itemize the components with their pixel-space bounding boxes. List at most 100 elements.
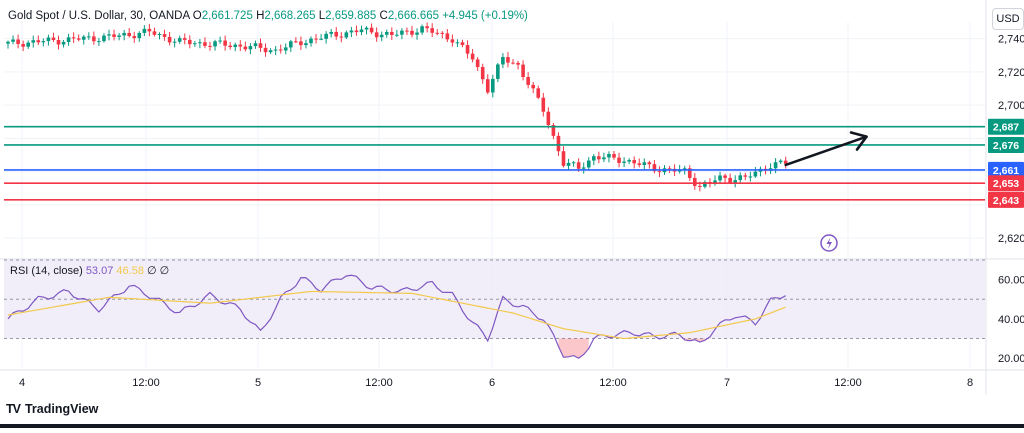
candle-body: [87, 36, 91, 38]
candle-body: [238, 44, 243, 47]
candle-body: [193, 43, 197, 45]
trend-arrow-shaft: [784, 135, 868, 167]
candle-body: [728, 177, 732, 183]
candle-body: [415, 32, 419, 35]
currency-button[interactable]: USD: [992, 8, 1024, 30]
candle-body: [546, 111, 551, 126]
rsi-extra-1: ∅: [147, 265, 157, 277]
price-axis-label: 2,740: [998, 34, 1024, 46]
candle-body: [51, 37, 56, 41]
candle-body: [586, 160, 591, 168]
time-axis-label: 4: [19, 377, 25, 389]
candle-body: [592, 156, 596, 161]
candle-body: [778, 160, 783, 163]
candle-body: [278, 49, 283, 51]
candle-body: [349, 30, 354, 33]
tradingview-brand[interactable]: TV TradingView: [6, 402, 98, 416]
change-value: +4.945 (+0.19%): [442, 10, 528, 22]
candle-body: [112, 34, 116, 37]
rsi-axis-label: 40.00: [998, 314, 1024, 326]
candle-body: [334, 31, 339, 37]
candle-body: [167, 36, 172, 43]
symbol-title[interactable]: Gold Spot / U.S. Dollar, 30, OANDA: [8, 10, 190, 22]
high-value: 2,668.265: [264, 10, 316, 22]
price-tag-label: 2,687: [993, 122, 1019, 134]
candle-body: [506, 57, 510, 63]
candle-body: [203, 42, 207, 46]
open-value: 2,661.725: [201, 10, 253, 22]
candle-body: [36, 40, 41, 43]
candle-body: [622, 161, 626, 163]
candle-body: [253, 43, 258, 47]
candle-body: [703, 181, 707, 187]
candle-body: [723, 175, 727, 178]
time-axis-label: 12:00: [365, 377, 393, 389]
price-tag-background: [988, 136, 1024, 153]
candle-body: [480, 67, 485, 80]
candle-body: [632, 160, 636, 164]
candle-body: [485, 79, 490, 93]
candle-body: [455, 42, 460, 44]
candle-body: [66, 37, 71, 42]
candle-body: [379, 34, 384, 38]
candle-body: [541, 97, 546, 112]
high-label: H: [256, 10, 265, 22]
brand-name: TradingView: [24, 402, 99, 416]
candle-body: [390, 31, 394, 35]
rsi-label[interactable]: RSI (14, close): [10, 265, 83, 277]
candle-body: [738, 175, 743, 181]
time-axis-label: 12:00: [132, 377, 160, 389]
candle-body: [198, 42, 202, 44]
close-label: C: [379, 10, 388, 22]
candle-body: [576, 162, 581, 169]
candle-body: [142, 28, 147, 33]
candle-body: [556, 135, 561, 152]
rsi-axis-label: 60.00: [998, 275, 1024, 287]
candle-body: [531, 84, 535, 89]
candle-body: [172, 41, 177, 43]
candle-body: [491, 78, 495, 93]
candle-body: [26, 42, 30, 47]
candle-body: [324, 33, 328, 39]
candle-body: [667, 168, 672, 170]
candle-body: [440, 32, 445, 34]
rsi-legend: RSI (14, close) 53.07 46.58 ∅ ∅: [10, 264, 169, 277]
candle-body: [188, 39, 192, 45]
price-tag-background: [988, 118, 1024, 135]
open-label: O: [192, 10, 202, 22]
candle-body: [339, 36, 344, 38]
candle-body: [687, 168, 692, 178]
candle-body: [97, 41, 101, 43]
candle-body: [177, 38, 182, 42]
candle-body: [536, 88, 541, 98]
candle-body: [526, 77, 530, 85]
candle-body: [157, 34, 162, 36]
candle-body: [258, 43, 263, 48]
price-axis-label: 2,700: [998, 100, 1024, 112]
candle-body: [693, 177, 697, 186]
candle-body: [92, 36, 96, 42]
time-axis-label: 12:00: [834, 377, 862, 389]
candle-body: [617, 157, 621, 163]
candle-body: [218, 40, 222, 42]
symbol-header: Gold Spot / U.S. Dollar, 30, OANDA O2,66…: [8, 10, 528, 22]
candle-body: [354, 30, 359, 33]
candle-body: [369, 27, 374, 33]
candle-body: [698, 185, 702, 187]
candle-body: [61, 41, 66, 45]
candle-body: [152, 31, 157, 35]
candle-body: [647, 162, 652, 165]
price-tag-label: 2,643: [993, 195, 1019, 207]
candle-body: [521, 64, 525, 78]
price-tag-label: 2,676: [993, 140, 1019, 152]
candle-body: [612, 154, 616, 158]
rsi-extra-2: ∅: [159, 265, 170, 277]
close-value: 2,666.665: [387, 10, 440, 22]
candle-body: [71, 37, 76, 39]
candle-body: [561, 151, 566, 166]
candle-body: [420, 26, 424, 33]
price-tag-background: [988, 161, 1024, 178]
lightning-icon-bolt: [826, 237, 832, 249]
candle-body: [682, 168, 687, 170]
candle-body: [273, 49, 278, 51]
